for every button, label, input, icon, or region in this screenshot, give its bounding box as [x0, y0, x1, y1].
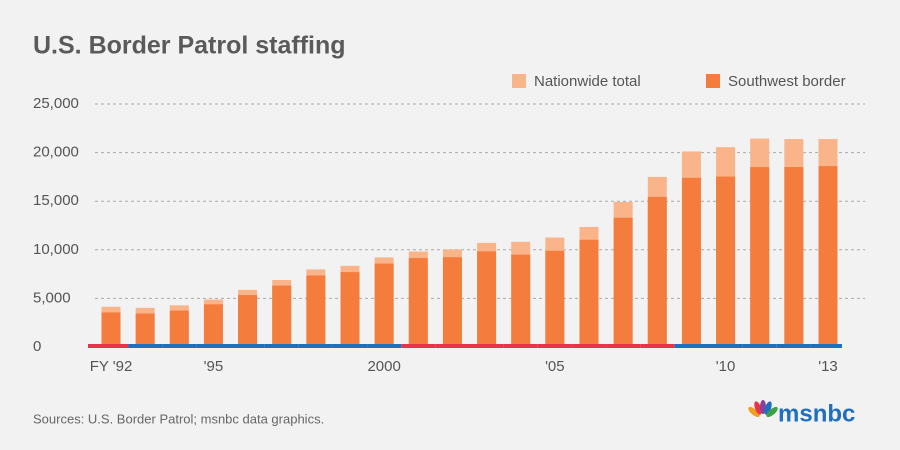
bar: [477, 251, 497, 347]
bar: [545, 250, 565, 347]
bar: [340, 272, 360, 347]
bar: [408, 258, 428, 347]
bar: [306, 275, 326, 347]
bar: [101, 312, 121, 347]
bar: [716, 176, 736, 347]
logo-icon: [748, 400, 778, 418]
x-tick-label: '05: [545, 358, 565, 375]
bar: [750, 167, 770, 347]
y-tick-label: 0: [33, 338, 41, 355]
x-tick-label: '95: [204, 358, 224, 375]
y-tick-label: 25,000: [33, 95, 79, 112]
bar: [613, 217, 633, 347]
y-tick-label: 10,000: [33, 241, 79, 258]
legend-label: Southwest border: [728, 73, 846, 90]
bar: [784, 167, 804, 347]
x-tick-label: 2000: [367, 358, 400, 375]
bar: [238, 295, 258, 347]
bar: [272, 285, 292, 347]
source: Sources: U.S. Border Patrol; msnbc data …: [33, 411, 324, 426]
x-tick-label: FY '92: [90, 358, 133, 375]
bar: [579, 239, 599, 347]
y-tick-label: 15,000: [33, 192, 79, 209]
bar: [203, 304, 223, 347]
bar: [818, 166, 838, 347]
bar: [169, 310, 189, 347]
logo: msnbc: [778, 400, 855, 427]
bar: [374, 263, 394, 347]
x-tick-label: '10: [716, 358, 736, 375]
bar: [681, 177, 701, 347]
bar: [647, 196, 667, 347]
chart-title: U.S. Border Patrol staffing: [33, 32, 346, 60]
bar: [511, 254, 531, 347]
x-tick-label: '13: [818, 358, 838, 375]
legend-swatch: [706, 74, 720, 88]
bar: [135, 313, 155, 347]
legend-swatch: [512, 74, 526, 88]
y-tick-label: 5,000: [33, 289, 71, 306]
y-tick-label: 20,000: [33, 144, 79, 161]
legend-label: Nationwide total: [534, 73, 641, 90]
bar: [442, 257, 462, 347]
